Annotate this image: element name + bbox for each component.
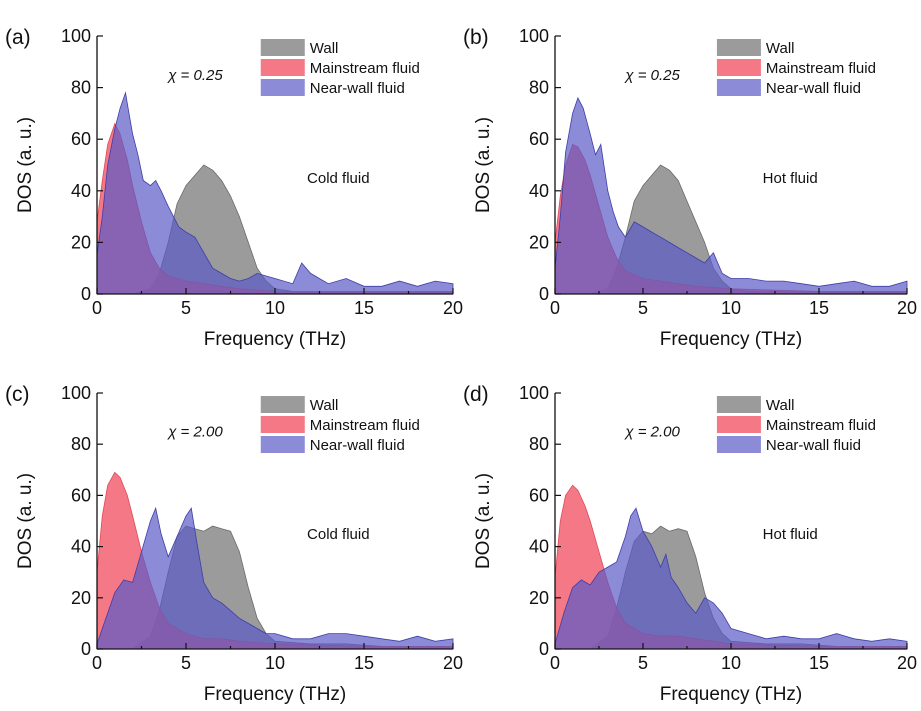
series-area-near-wall-fluid [554, 96, 908, 295]
x-tick-label: 15 [809, 298, 829, 318]
legend-label-wall: Wall [310, 397, 339, 414]
x-tick-label: 10 [721, 653, 741, 673]
fluid-annotation: Cold fluid [307, 170, 370, 187]
legend-swatch-mainstream-fluid [260, 59, 305, 76]
legend-swatch-near-wall-fluid [716, 79, 761, 96]
chi-label: χ = 2.00 [623, 424, 680, 441]
y-tick-label: 40 [529, 181, 549, 201]
legend-swatch-mainstream-fluid [716, 416, 761, 433]
legend-label-near-wall-fluid: Near-wall fluid [766, 437, 861, 454]
legend-swatch-near-wall-fluid [716, 436, 761, 453]
legend-label-near-wall-fluid: Near-wall fluid [766, 80, 861, 97]
x-tick-label: 10 [265, 653, 285, 673]
x-tick-label: 0 [92, 653, 102, 673]
panel-label: (c) [5, 383, 30, 406]
legend-swatch-wall [260, 396, 305, 413]
panel-label: (a) [5, 26, 31, 49]
x-tick-label: 5 [181, 653, 191, 673]
x-tick-label: 0 [92, 298, 102, 318]
series-area-near-wall-fluid [96, 506, 454, 650]
x-tick-label: 15 [354, 298, 374, 318]
panel-c: 0 20 40 60 80 100 0 5 10 15 20 Frequency (THz) DOS (… [5, 383, 463, 705]
x-axis-title: Frequency (THz) [204, 329, 347, 350]
x-tick-label: 10 [265, 298, 285, 318]
x-tick-label: 20 [897, 653, 917, 673]
x-tick-label: 0 [550, 653, 560, 673]
y-tick-label: 40 [71, 537, 91, 557]
legend-label-wall: Wall [766, 40, 795, 57]
y-tick-label: 20 [71, 588, 91, 608]
panel-label: (d) [463, 383, 489, 406]
y-tick-label: 0 [539, 639, 549, 659]
x-tick-label: 5 [638, 298, 648, 318]
x-tick-label: 10 [721, 298, 741, 318]
y-axis-title: DOS (a. u.) [15, 117, 36, 213]
x-axis-title: Frequency (THz) [660, 684, 803, 705]
x-tick-label: 5 [181, 298, 191, 318]
legend-label-mainstream-fluid: Mainstream fluid [766, 60, 876, 77]
y-axis-title: DOS (a. u.) [473, 473, 494, 569]
legend-swatch-wall [716, 39, 761, 56]
legend-swatch-wall [260, 39, 305, 56]
y-tick-label: 0 [81, 284, 91, 304]
legend-swatch-near-wall-fluid [260, 436, 305, 453]
y-tick-label: 20 [71, 232, 91, 252]
y-tick-label: 100 [519, 383, 549, 403]
x-tick-label: 15 [809, 653, 829, 673]
x-tick-label: 0 [550, 298, 560, 318]
chi-label: χ = 0.25 [166, 67, 223, 84]
y-tick-label: 20 [529, 232, 549, 252]
legend-swatch-near-wall-fluid [260, 79, 305, 96]
series-area-near-wall-fluid [96, 91, 454, 295]
legend-swatch-wall [716, 396, 761, 413]
fluid-annotation: Hot fluid [763, 170, 818, 187]
y-tick-label: 20 [529, 588, 549, 608]
y-tick-label: 40 [71, 181, 91, 201]
y-tick-label: 0 [539, 284, 549, 304]
panel-b: 0 20 40 60 80 100 0 5 10 15 20 Frequency (THz) DOS (… [463, 26, 917, 350]
x-tick-label: 20 [443, 653, 463, 673]
y-tick-label: 100 [519, 26, 549, 46]
panel-a: 0 20 40 60 80 100 0 5 10 15 20 Frequency (THz) DOS (… [5, 26, 463, 350]
y-tick-label: 60 [71, 485, 91, 505]
legend-label-wall: Wall [310, 40, 339, 57]
legend-label-mainstream-fluid: Mainstream fluid [310, 60, 420, 77]
legend-swatch-mainstream-fluid [260, 416, 305, 433]
x-tick-label: 5 [638, 653, 648, 673]
y-axis-title: DOS (a. u.) [473, 117, 494, 213]
fluid-annotation: Cold fluid [307, 526, 370, 543]
legend-label-near-wall-fluid: Near-wall fluid [310, 437, 405, 454]
series-area-near-wall-fluid [554, 507, 908, 650]
x-axis-title: Frequency (THz) [204, 684, 347, 705]
panel-d: 0 20 40 60 80 100 0 5 10 15 20 Frequency (THz) DOS (… [463, 383, 917, 705]
y-tick-label: 80 [71, 78, 91, 98]
fluid-annotation: Hot fluid [763, 526, 818, 543]
y-tick-label: 40 [529, 537, 549, 557]
y-axis-title: DOS (a. u.) [15, 473, 36, 569]
y-tick-label: 80 [529, 78, 549, 98]
x-tick-label: 15 [354, 653, 374, 673]
x-axis-title: Frequency (THz) [660, 329, 803, 350]
legend-label-mainstream-fluid: Mainstream fluid [766, 417, 876, 434]
legend-swatch-mainstream-fluid [716, 59, 761, 76]
y-tick-label: 60 [529, 129, 549, 149]
y-tick-label: 100 [61, 383, 91, 403]
y-tick-label: 80 [71, 434, 91, 454]
y-tick-label: 60 [529, 485, 549, 505]
x-tick-label: 20 [443, 298, 463, 318]
x-tick-label: 20 [897, 298, 917, 318]
chi-label: χ = 0.25 [623, 67, 680, 84]
panel-label: (b) [463, 26, 489, 49]
chi-label: χ = 2.00 [166, 424, 223, 441]
legend-label-wall: Wall [766, 397, 795, 414]
y-tick-label: 80 [529, 434, 549, 454]
y-tick-label: 0 [81, 639, 91, 659]
y-tick-label: 60 [71, 129, 91, 149]
y-tick-label: 100 [61, 26, 91, 46]
legend-label-near-wall-fluid: Near-wall fluid [310, 80, 405, 97]
legend-label-mainstream-fluid: Mainstream fluid [310, 417, 420, 434]
